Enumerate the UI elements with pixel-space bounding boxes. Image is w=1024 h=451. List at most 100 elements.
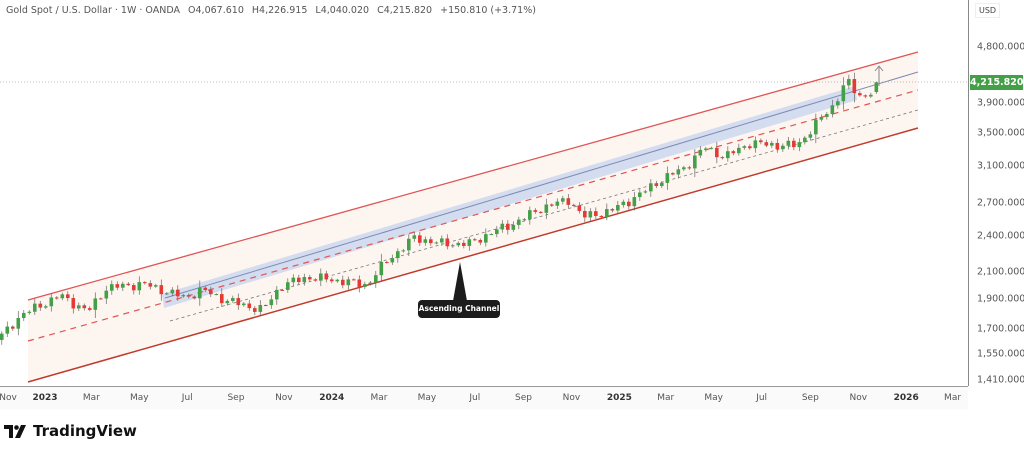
candle: [874, 81, 879, 94]
candle-body: [330, 279, 334, 282]
candle-body: [522, 219, 527, 221]
candle-body: [484, 234, 488, 243]
candle-body: [566, 198, 571, 205]
x-tick-label: Sep: [515, 393, 532, 403]
candle: [93, 292, 98, 318]
callout-pointer: [453, 262, 467, 301]
candle: [583, 206, 587, 223]
candle-body: [462, 242, 466, 246]
x-tick-label: Jul: [181, 393, 193, 403]
candle-body: [456, 242, 461, 246]
candle: [214, 293, 219, 296]
y-tick-label: 3,900.000: [977, 97, 1024, 109]
x-tick-label: Sep: [227, 393, 245, 403]
candle-body: [258, 305, 263, 312]
x-tick-label: Nov: [0, 393, 17, 403]
candle: [269, 295, 274, 309]
ohlc-open: O4,067.610: [188, 5, 244, 16]
ohlc-low: L4,040.020: [315, 5, 370, 16]
candle-body: [748, 146, 752, 149]
candle: [759, 138, 763, 145]
candle-body: [539, 211, 543, 213]
x-tick-label: 2023: [32, 393, 58, 403]
candle: [544, 198, 549, 220]
candle-body: [440, 238, 444, 243]
candle: [825, 112, 829, 120]
time-axis[interactable]: Nov 2023 Mar May Jul Sep Nov 2024 Mar May Jul Sep No…: [0, 386, 968, 409]
candle: [49, 293, 54, 312]
candle-body: [814, 119, 818, 135]
candle: [324, 270, 329, 283]
candle: [181, 293, 186, 298]
candle-body: [65, 294, 70, 299]
candle: [225, 299, 230, 306]
candle-body: [412, 235, 417, 239]
candle: [258, 300, 263, 315]
candle: [175, 285, 180, 301]
candle-body: [407, 238, 411, 251]
y-tick-label: 1,900.000: [977, 293, 1024, 305]
candle: [170, 287, 175, 297]
candle-body: [54, 297, 59, 299]
candle: [671, 172, 675, 176]
candle: [313, 278, 318, 282]
candle: [21, 310, 26, 321]
candle: [120, 281, 125, 291]
up-arrow-icon: [874, 65, 884, 86]
candle: [407, 234, 411, 257]
candle: [445, 234, 450, 250]
candle: [467, 236, 472, 251]
candle: [346, 276, 351, 290]
candle-body: [693, 155, 697, 169]
candle: [594, 207, 598, 220]
candle-body: [632, 197, 637, 207]
y-tick-label: 1,550.000: [977, 348, 1024, 360]
candle-body: [572, 204, 576, 206]
candle-body: [676, 169, 681, 175]
candle-body: [38, 303, 43, 308]
price-chart[interactable]: [0, 0, 968, 386]
candle-body: [819, 116, 824, 120]
candle-body: [841, 85, 846, 102]
candle-body: [32, 303, 37, 312]
candle-body: [164, 293, 169, 295]
candle-body: [335, 279, 340, 282]
candle-body: [374, 275, 378, 283]
candle: [660, 181, 664, 189]
candle-body: [654, 183, 659, 186]
x-tick-label: Nov: [849, 393, 868, 403]
candle-body: [126, 283, 131, 286]
candle-body: [352, 279, 356, 281]
candle: [390, 254, 395, 265]
candle: [555, 198, 560, 209]
y-tick-label: 2,700.000: [977, 197, 1024, 209]
channel-midline: [27, 89, 919, 342]
price-axis[interactable]: USD 4,800.000 3,900.000 3,500.000 3,100.000…: [968, 0, 1024, 386]
candle-body: [60, 294, 65, 299]
candle: [330, 277, 334, 284]
currency-label[interactable]: USD: [975, 3, 1001, 18]
candle-body: [583, 210, 587, 218]
brand-name: TradingView: [33, 422, 137, 440]
candle-body: [764, 142, 769, 146]
candle: [704, 146, 708, 152]
candle: [588, 208, 593, 222]
candle-body: [120, 283, 125, 288]
candle: [858, 90, 862, 97]
candle-body: [544, 204, 549, 213]
x-tick-label: Mar: [657, 393, 675, 403]
candle-body: [225, 300, 230, 304]
candle-body: [555, 201, 560, 206]
candle: [434, 241, 439, 245]
candle: [27, 310, 32, 315]
candle-body: [137, 282, 142, 291]
candle-body: [500, 223, 505, 230]
candle: [566, 194, 571, 209]
candle: [308, 274, 312, 282]
candle-body: [451, 245, 455, 247]
candle: [814, 113, 818, 144]
x-tick-label: 2024: [319, 393, 345, 403]
candle: [517, 216, 521, 230]
candle: [797, 138, 802, 152]
candle-body: [665, 173, 670, 183]
